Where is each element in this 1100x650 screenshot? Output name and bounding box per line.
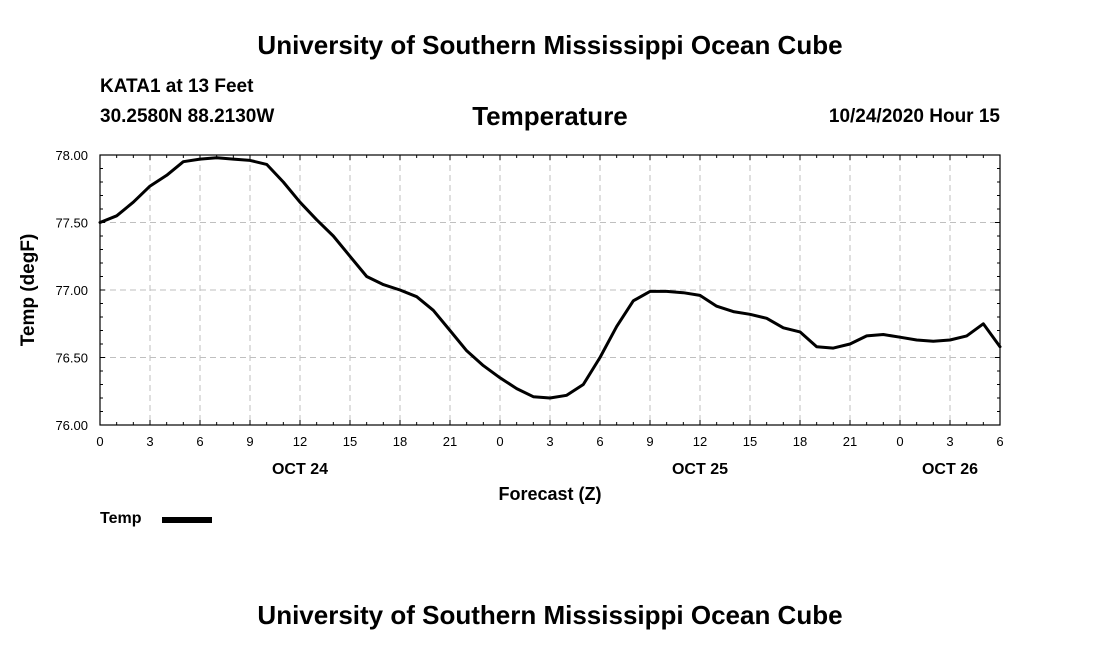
y-tick-label: 76.50: [55, 351, 88, 366]
legend-label: Temp: [100, 510, 142, 527]
x-tick-label: 6: [196, 434, 203, 449]
x-tick-label: 9: [646, 434, 653, 449]
x-tick-label: 12: [293, 434, 307, 449]
x-tick-label: 6: [596, 434, 603, 449]
x-tick-label: 12: [693, 434, 707, 449]
x-tick-label: 18: [793, 434, 807, 449]
y-tick-label: 76.00: [55, 418, 88, 433]
x-tick-label: 3: [946, 434, 953, 449]
x-tick-label: 9: [246, 434, 253, 449]
x-axis-title: Forecast (Z): [498, 484, 601, 504]
page-title: University of Southern Mississippi Ocean…: [257, 30, 843, 60]
station-label: KATA1 at 13 Feet: [100, 76, 254, 97]
series-line-temp: [98, 156, 1002, 400]
y-tick-label: 77.00: [55, 283, 88, 298]
x-tick-label: 21: [443, 434, 457, 449]
x-tick-label: 3: [146, 434, 153, 449]
y-tick-label: 78.00: [55, 148, 88, 163]
x-tick-label: 21: [843, 434, 857, 449]
forecast-datetime: 10/24/2020 Hour 15: [828, 106, 1000, 127]
x-tick-label: 3: [546, 434, 553, 449]
station-coordinates: 30.2580N 88.2130W: [100, 106, 275, 127]
legend-line-swatch: [162, 517, 212, 523]
x-tick-label: 6: [996, 434, 1003, 449]
footer-title: University of Southern Mississippi Ocean…: [257, 600, 843, 630]
y-axis-title: Temp (degF): [18, 234, 39, 347]
date-label: OCT 24: [272, 461, 328, 478]
x-tick-label: 15: [743, 434, 757, 449]
x-tick-label: 0: [96, 434, 103, 449]
date-label: OCT 26: [922, 461, 978, 478]
x-tick-label: 18: [393, 434, 407, 449]
x-tick-label: 0: [496, 434, 503, 449]
y-tick-label: 77.50: [55, 216, 88, 231]
x-tick-label: 0: [896, 434, 903, 449]
chart-title: Temperature: [472, 101, 628, 131]
date-label: OCT 25: [672, 461, 728, 478]
x-tick-label: 15: [343, 434, 357, 449]
